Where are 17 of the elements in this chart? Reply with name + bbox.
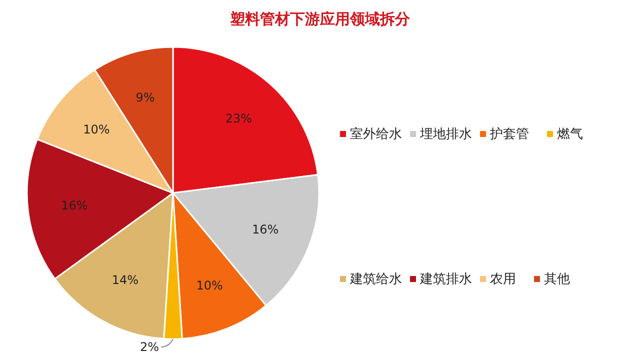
legend-label: 建筑排水 bbox=[420, 271, 472, 288]
legend-label: 埋地排水 bbox=[420, 126, 472, 143]
legend-label: 其他 bbox=[544, 271, 570, 288]
chart-title: 塑料管材下游应用领域拆分 bbox=[229, 10, 411, 29]
legend-label: 护套管 bbox=[490, 126, 529, 143]
data-label: 9% bbox=[136, 90, 155, 105]
legend-label: 建筑给水 bbox=[350, 271, 402, 288]
data-label: 23% bbox=[225, 112, 252, 126]
legend-label: 室外给水 bbox=[350, 126, 402, 143]
legend-label: 农用 bbox=[490, 271, 516, 288]
data-label: 2% bbox=[140, 340, 159, 354]
data-label: 16% bbox=[252, 222, 279, 237]
data-label: 16% bbox=[61, 198, 88, 212]
data-label: 10% bbox=[83, 122, 110, 137]
legend-label: 燃气 bbox=[557, 126, 583, 143]
data-label: 10% bbox=[196, 278, 223, 292]
data-label: 14% bbox=[112, 273, 139, 287]
